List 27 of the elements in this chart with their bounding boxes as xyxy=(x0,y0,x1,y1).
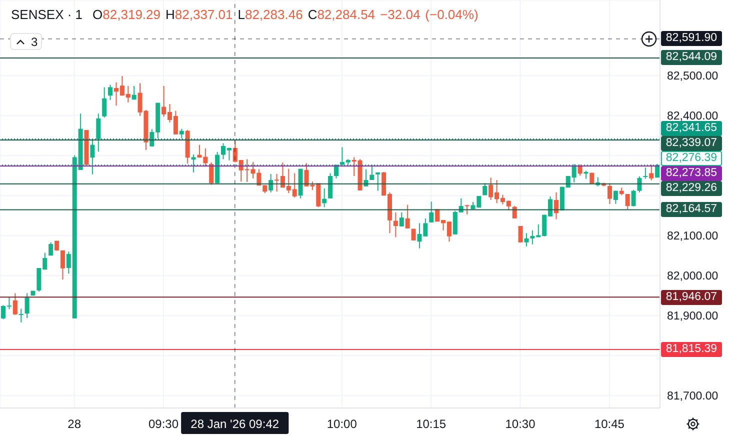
x-tick-label: 10:45 xyxy=(594,417,625,431)
y-tick-label: 82,000.00 xyxy=(667,270,718,283)
x-tick-label: 10:30 xyxy=(505,417,536,431)
x-tick-label: 10:00 xyxy=(326,417,358,431)
ref-line-label: 82,276.39 xyxy=(661,151,722,166)
x-tick-label: 10:15 xyxy=(416,417,446,431)
text: SENSEX · 1 xyxy=(11,7,83,22)
ref-line-label: 81,946.07 xyxy=(661,290,722,305)
x-tick-label: 28 xyxy=(68,417,82,431)
ref-line-label: 82,164.57 xyxy=(661,202,722,218)
ref-line-label: 81,815.39 xyxy=(661,342,722,357)
annotation: 3 xyxy=(31,34,38,48)
ref-line-label: 82,339.07 xyxy=(661,136,722,152)
x-tick-label: 28 Jan '26 09:42 xyxy=(190,417,280,431)
y-tick-label: 82,400.00 xyxy=(667,110,718,123)
counter-button: 3 xyxy=(10,33,42,50)
ref-line-label: 82,229.26 xyxy=(661,181,722,196)
y-tick-label: 81,700.00 xyxy=(667,390,718,403)
ref-line-label: 82,273.85 xyxy=(661,166,722,182)
ref-line-label: 82,591.90 xyxy=(661,31,722,46)
ref-line-label: 82,544.09 xyxy=(661,50,722,66)
x-tick-label: 09:30 xyxy=(148,417,179,431)
y-tick-label: 82,100.00 xyxy=(667,230,718,243)
ref-line-label: 82,341.65 xyxy=(661,121,722,136)
y-tick-label: 82,500.00 xyxy=(667,70,718,83)
text: O82,319.29 H82,337.01 L82,283.46 C82,284.54 −32.04 (−0.04%) xyxy=(92,7,478,22)
y-tick-label: 81,900.00 xyxy=(667,310,718,323)
